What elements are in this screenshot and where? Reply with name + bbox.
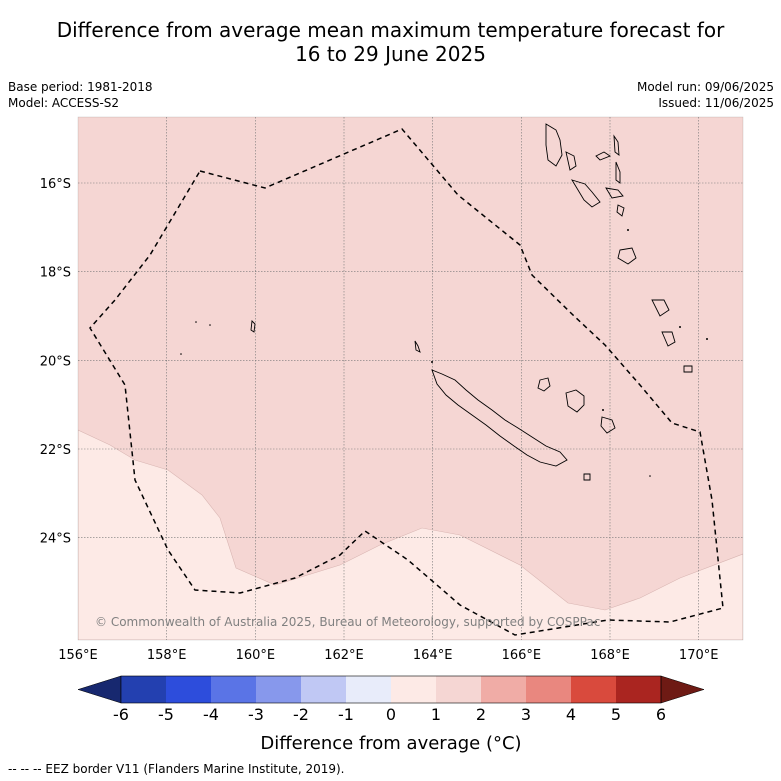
colorbar-tick-label: 6 — [656, 705, 666, 724]
loyalty-lifou — [565, 389, 585, 413]
colorbar-segment — [571, 676, 616, 703]
x-tick-label: 158°E — [147, 648, 187, 663]
colorbar-segment — [211, 676, 256, 703]
colorbar-tick-label: -3 — [248, 705, 264, 724]
y-tick-label: 20°S — [40, 354, 71, 369]
ambae — [595, 151, 611, 161]
aneityum — [683, 365, 693, 373]
colorbar-segment — [121, 676, 166, 703]
colorbar-ticks: -6 -5 -4 -3 -2 -1 0 1 2 3 4 5 6 — [113, 705, 666, 724]
x-axis-ticks: 156°E 158°E 160°E 162°E 164°E 166°E 168°E 170°E — [58, 648, 718, 663]
malekula — [571, 179, 601, 208]
colorbar-tick-label: 3 — [521, 705, 531, 724]
colorbar-tick-label: 5 — [611, 705, 621, 724]
epi-shepherds — [616, 204, 625, 217]
eez-border — [89, 128, 724, 636]
model-name: Model: ACCESS-S2 — [8, 96, 120, 110]
colorbar-tick-label: 0 — [386, 705, 396, 724]
isle-of-pines — [583, 473, 591, 481]
metadata-left: Base period: 1981-2018 Model: ACCESS-S2 — [8, 79, 153, 111]
colorbar-tick-label: -4 — [203, 705, 219, 724]
x-tick-label: 160°E — [236, 648, 276, 663]
colorbar-segment — [391, 676, 436, 703]
chart-title: Difference from average mean maximum tem… — [0, 18, 781, 66]
colorbar-segment — [301, 676, 346, 703]
erromango — [651, 299, 670, 317]
metadata-right: Model run: 09/06/2025 Issued: 11/06/2025 — [637, 79, 774, 111]
chesterfield-reef — [250, 320, 256, 333]
colorbar-extend-high — [660, 675, 705, 704]
gridlines — [78, 117, 743, 640]
x-tick-label: 170°E — [679, 648, 719, 663]
colorbar-segment — [526, 676, 571, 703]
colorbar — [77, 675, 705, 704]
y-tick-label: 22°S — [40, 443, 71, 458]
copyright-notice: © Commonwealth of Australia 2025, Bureau… — [95, 615, 600, 629]
model-run: Model run: 09/06/2025 — [636, 80, 774, 94]
colorbar-segment — [481, 676, 526, 703]
colorbar-segment — [616, 676, 661, 703]
x-tick-label: 166°E — [502, 648, 542, 663]
x-tick-label: 156°E — [58, 648, 98, 663]
x-tick-label: 168°E — [590, 648, 630, 663]
colorbar-tick-label: -1 — [338, 705, 354, 724]
base-period: Base period: 1981-2018 — [8, 80, 153, 94]
ambrym — [605, 187, 624, 199]
colorbar-segment — [166, 676, 211, 703]
anomaly-band-0-1 — [78, 429, 743, 640]
y-tick-label: 16°S — [40, 177, 71, 192]
espiritu-santo — [545, 123, 563, 167]
title-line-1: Difference from average mean maximum tem… — [56, 18, 725, 42]
colorbar-segment — [346, 676, 391, 703]
y-tick-label: 24°S — [40, 532, 71, 547]
colorbar-tick-label: 1 — [431, 705, 441, 724]
loyalty-mare — [600, 416, 616, 434]
eez-legend-note: -- -- -- EEZ border V11 (Flanders Marine… — [8, 762, 345, 776]
y-tick-label: 18°S — [40, 266, 71, 281]
tanna — [661, 331, 676, 347]
x-tick-label: 162°E — [324, 648, 364, 663]
efate — [617, 247, 637, 265]
y-axis-ticks: 16°S 18°S 20°S 22°S 24°S — [40, 177, 71, 547]
loyalty-ouvea — [537, 377, 551, 392]
new-caledonia-coast — [431, 369, 568, 467]
colorbar-tick-label: 4 — [566, 705, 576, 724]
colorbar-tick-label: -6 — [113, 705, 129, 724]
title-line-2: 16 to 29 June 2025 — [295, 42, 486, 66]
colorbar-outline — [120, 675, 662, 704]
map-frame — [77, 116, 744, 641]
colorbar-tick-label: -2 — [293, 705, 309, 724]
colorbar-label: Difference from average (°C) — [260, 733, 521, 754]
maewo — [613, 134, 620, 156]
coastlines — [250, 123, 693, 481]
belep-islands — [414, 340, 421, 353]
pentecost — [615, 161, 621, 184]
colorbar-tick-label: 2 — [476, 705, 486, 724]
colorbar-segment — [436, 676, 481, 703]
colorbar-segment — [256, 676, 301, 703]
colorbar-tick-label: -5 — [158, 705, 174, 724]
colorbar-extend-low — [77, 675, 122, 704]
minor-islets — [180, 229, 708, 477]
malo-island — [565, 151, 577, 171]
issued-date: Issued: 11/06/2025 — [658, 96, 774, 110]
x-tick-label: 164°E — [413, 648, 453, 663]
